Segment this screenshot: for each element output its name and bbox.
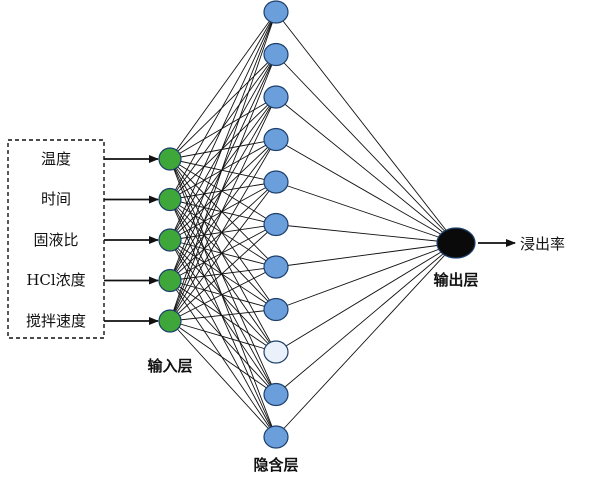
- edge-hidden7-output: [275, 242, 457, 268]
- edge-input5-hidden10: [169, 320, 277, 395]
- edge-input1-hidden2: [169, 54, 277, 160]
- edge-hidden8-output: [275, 242, 457, 310]
- input-node-2: [158, 187, 182, 212]
- input-arrows: [104, 155, 159, 325]
- edge-input1-hidden1: [169, 11, 277, 160]
- hidden-node-7: [263, 255, 289, 279]
- edge-input3-hidden7: [169, 239, 277, 268]
- edge-input3-hidden1: [169, 11, 277, 241]
- edge-input4-hidden11: [169, 280, 277, 438]
- input-label-4: HCl浓度: [26, 271, 85, 289]
- input-node-1: [158, 147, 182, 171]
- edge-input2-hidden7: [169, 199, 277, 268]
- edge-input2-hidden11: [169, 199, 277, 438]
- hidden-node-6: [263, 212, 289, 237]
- edge-hidden9-output: [275, 242, 457, 353]
- edge-input2-hidden3: [169, 96, 277, 200]
- edge-input2-hidden9: [169, 199, 277, 353]
- edge-input4-hidden5: [169, 181, 277, 281]
- input-node-4: [158, 268, 182, 293]
- edge-input5-hidden2: [169, 54, 277, 322]
- edge-input1-hidden11: [169, 158, 277, 438]
- input-node-5: [158, 309, 182, 333]
- hidden-layer-label: 隐含层: [253, 456, 298, 474]
- edge-input2-hidden8: [169, 199, 277, 310]
- edge-hidden2-output: [275, 54, 457, 244]
- network-nodes: [158, 0, 476, 449]
- hidden-node-8: [263, 297, 289, 322]
- edge-hidden4-output: [275, 139, 457, 244]
- edge-input1-hidden4: [169, 139, 277, 160]
- edge-input1-hidden5: [169, 158, 277, 183]
- edge-hidden5-output: [275, 181, 457, 244]
- hidden-node-3: [263, 85, 289, 109]
- edge-input1-hidden10: [169, 158, 277, 395]
- edge-input4-hidden8: [169, 280, 277, 310]
- input-label-2: 时间: [41, 190, 71, 208]
- edge-input3-hidden5: [169, 181, 277, 241]
- edge-hidden1-output: [275, 11, 457, 244]
- hidden-node-2: [263, 42, 289, 67]
- edge-hidden3-output: [275, 96, 457, 244]
- edge-input5-hidden3: [169, 96, 277, 322]
- hidden-node-10: [263, 382, 289, 407]
- edge-input3-hidden8: [169, 239, 277, 310]
- edge-input4-hidden1: [169, 11, 277, 281]
- input-label-5: 搅拌速度: [26, 312, 86, 330]
- edge-hidden6-output: [275, 224, 457, 244]
- edge-input3-hidden9: [169, 239, 277, 353]
- edge-input1-hidden3: [169, 96, 277, 160]
- edge-input2-hidden4: [169, 139, 277, 200]
- output-node: [436, 227, 476, 259]
- edge-input2-hidden5: [169, 181, 277, 200]
- input-node-3: [158, 228, 182, 252]
- output-variable-label: 浸出率: [520, 235, 565, 253]
- edge-input4-hidden6: [169, 224, 277, 281]
- input-label-1: 温度: [41, 150, 71, 168]
- hidden-node-9: [263, 340, 289, 364]
- edge-input3-hidden11: [169, 239, 277, 438]
- edge-input1-hidden6: [169, 158, 277, 225]
- connection-edges: [169, 11, 457, 438]
- edge-input3-hidden6: [169, 224, 277, 241]
- edge-input5-hidden8: [169, 309, 277, 322]
- hidden-node-4: [263, 127, 289, 152]
- edge-input4-hidden7: [169, 266, 277, 281]
- edge-hidden10-output: [275, 242, 457, 395]
- edge-input4-hidden10: [169, 280, 277, 395]
- hidden-node-11: [263, 425, 289, 449]
- input-layer-label: 输入层: [147, 357, 192, 375]
- edge-input1-hidden8: [169, 158, 277, 310]
- edge-input2-hidden10: [169, 199, 277, 395]
- input-label-3: 固液比: [33, 231, 78, 249]
- edge-input5-hidden1: [169, 11, 277, 322]
- edge-input5-hidden11: [169, 320, 277, 438]
- hidden-node-1: [263, 0, 289, 24]
- edge-input1-hidden7: [169, 158, 277, 268]
- edge-hidden11-output: [275, 242, 457, 438]
- edge-input3-hidden10: [169, 239, 277, 395]
- edge-input5-hidden5: [169, 181, 277, 322]
- edge-input2-hidden1: [169, 11, 277, 200]
- output-layer-label: 输出层: [433, 271, 478, 289]
- edge-input5-hidden9: [169, 320, 277, 353]
- edge-input5-hidden4: [169, 139, 277, 322]
- edge-input5-hidden6: [169, 224, 277, 322]
- edge-input2-hidden6: [169, 199, 277, 225]
- edge-input4-hidden9: [169, 280, 277, 353]
- edge-input3-hidden4: [169, 139, 277, 241]
- edge-input5-hidden7: [169, 266, 277, 322]
- edge-input1-hidden9: [169, 158, 277, 353]
- hidden-node-5: [263, 170, 289, 194]
